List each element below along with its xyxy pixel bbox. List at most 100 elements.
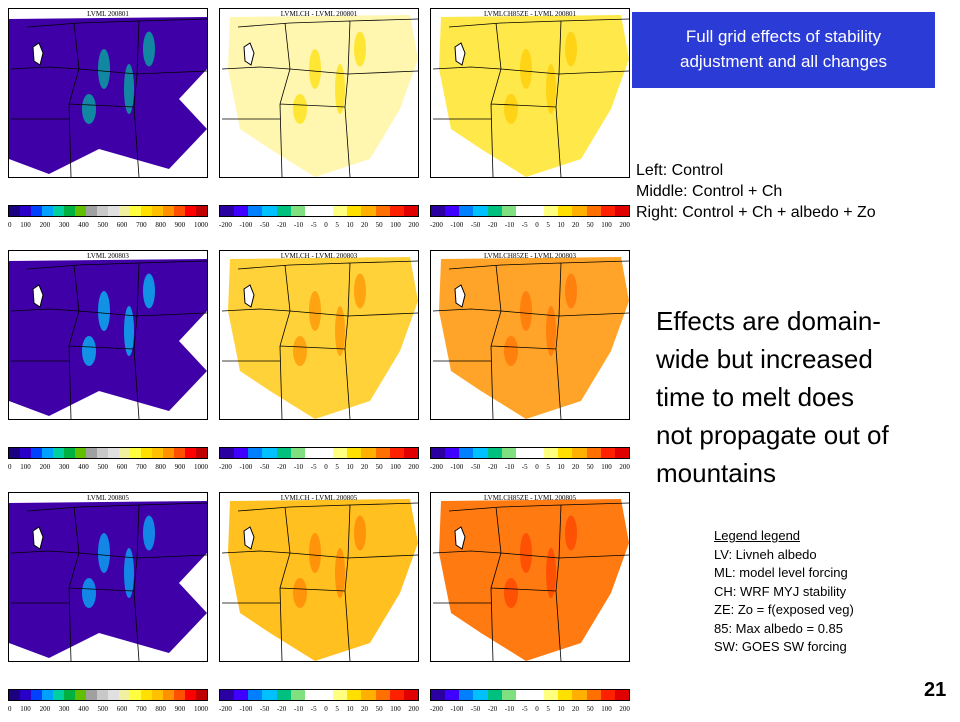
colorbar-tick-label: 100: [390, 463, 401, 471]
colorbar-swatch: [290, 448, 305, 458]
snow-field: [228, 15, 418, 177]
colorbar-swatch: [375, 206, 390, 216]
state-borders: [221, 18, 418, 177]
colorbar-swatch: [389, 448, 404, 458]
colorbar-tick-label: 200: [39, 705, 51, 713]
mountain-streak: [82, 94, 96, 124]
colorbar-tick-label: -20: [487, 463, 498, 471]
colorbar-swatch: [174, 206, 185, 216]
colorbar-swatch: [459, 690, 474, 700]
colorbar-tick-label: 5: [335, 463, 339, 471]
colorbar-swatch: [185, 206, 196, 216]
colorbar-swatch: [333, 206, 348, 216]
colorbar-swatch: [262, 690, 277, 700]
colorbar: [430, 205, 630, 217]
colorbar-tick-label: 700: [136, 705, 147, 713]
note-left: Left: Control: [636, 162, 724, 179]
colorbar-swatch: [64, 690, 75, 700]
colorbar-swatch: [459, 448, 474, 458]
mountain-streak: [546, 306, 556, 356]
colorbar-swatch: [174, 448, 185, 458]
colorbar-swatch: [586, 690, 601, 700]
colorbar-swatch: [515, 690, 530, 700]
colorbar-tick-label: -20: [276, 705, 287, 713]
colorbar-tick-label: 20: [361, 221, 369, 229]
colorbar-tick-label: 100: [601, 221, 612, 229]
colorbar-swatch: [558, 690, 573, 700]
lake-outline: [243, 42, 255, 66]
map-panel: LVMLCH - LVML 200803 -200 -100 -50 -20 -10 -5 0…: [219, 250, 419, 480]
snow-field: [439, 15, 629, 177]
colorbar-tick-label: 0: [324, 221, 328, 229]
mountain-streak: [354, 515, 366, 551]
colorbar: [8, 205, 208, 217]
colorbar-tick-label: -5: [521, 705, 528, 713]
colorbar-swatch: [586, 448, 601, 458]
colorbar-swatch: [445, 206, 460, 216]
colorbar-swatch: [431, 206, 446, 216]
colorbar-tick-label: -20: [487, 221, 498, 229]
colorbar-swatch: [529, 690, 545, 700]
colorbar-tick-label: 0: [535, 221, 539, 229]
colorbar-tick-label: 100: [601, 463, 612, 471]
colorbar-swatch: [318, 206, 334, 216]
snow-field: [439, 257, 629, 419]
colorbar-tick-label: 0: [324, 463, 328, 471]
colorbar-swatch: [196, 690, 207, 700]
colorbar-swatch: [53, 448, 64, 458]
colorbar-tick-label: 900: [174, 705, 186, 713]
colorbar-tick-label: 200: [39, 463, 51, 471]
colorbar-swatch: [196, 448, 207, 458]
map-image: LVMLCH - LVML 200801: [219, 8, 419, 178]
colorbar-swatch: [97, 206, 108, 216]
map-title: LVMLCH85ZE - LVML 200805: [484, 494, 576, 502]
colorbar-ticks: -200 -100 -50 -20 -10 -5 0 5 10 20 50 100 200: [219, 221, 419, 231]
colorbar-swatch: [220, 690, 235, 700]
colorbar-swatch: [86, 206, 97, 216]
state-borders: [432, 260, 629, 419]
colorbar-swatch: [86, 448, 97, 458]
map-title: LVMLCH - LVML 200803: [280, 252, 358, 260]
colorbar-swatch: [445, 690, 460, 700]
colorbar-swatch: [431, 690, 446, 700]
colorbar-tick-label: 10: [557, 705, 565, 713]
colorbar-swatch: [403, 690, 418, 700]
map-graphic: [431, 251, 629, 419]
colorbar-swatch: [600, 448, 615, 458]
colorbar-swatch: [501, 206, 516, 216]
colorbar-tick-label: -50: [259, 463, 270, 471]
colorbar-tick-label: 5: [546, 705, 550, 713]
colorbar-tick-label: 5: [335, 705, 339, 713]
panel-notes: Left: Control Middle: Control + Ch Right…: [636, 160, 876, 223]
state-borders: [221, 502, 418, 661]
map-title: LVMLCH - LVML 200805: [280, 494, 358, 502]
colorbar-swatch: [141, 690, 152, 700]
colorbar-swatch: [304, 448, 319, 458]
colorbar-swatch: [600, 690, 615, 700]
header-box: Full grid effects of stability adjustmen…: [632, 12, 935, 88]
colorbar-tick-label: 20: [361, 463, 369, 471]
map-panel: LVML 200803 0 100 200 300 400 500 600 700 800 900 1…: [8, 250, 208, 480]
colorbar-swatch: [572, 206, 587, 216]
colorbar-ticks: -200 -100 -50 -20 -10 -5 0 5 10 20 50 100 200: [430, 463, 630, 473]
colorbar-swatch: [572, 690, 587, 700]
state-borders: [10, 260, 207, 419]
note-right: Right: Control + Ch + albedo + Zo: [636, 204, 876, 221]
colorbar-tick-label: -50: [259, 705, 270, 713]
colorbar-tick-label: 600: [116, 463, 128, 471]
colorbar-swatch: [53, 690, 64, 700]
mountain-streak: [335, 64, 345, 114]
colorbar-swatch: [75, 206, 86, 216]
colorbar-ticks: 0 100 200 300 400 500 600 700 800 900 1000: [8, 221, 208, 231]
colorbar-swatch: [108, 448, 119, 458]
colorbar-swatch: [163, 448, 174, 458]
mountain-streak: [82, 336, 96, 366]
colorbar-tick-label: -100: [450, 705, 464, 713]
colorbar: [219, 205, 419, 217]
colorbar-swatch: [333, 448, 348, 458]
colorbar-tick-label: -200: [219, 221, 232, 229]
colorbar-swatch: [445, 448, 460, 458]
map-panel: LVML 200805 0 100 200 300 400 500 600 700 800 900 1…: [8, 492, 208, 722]
colorbar-tick-label: -100: [239, 463, 253, 471]
colorbar-tick-label: -100: [239, 705, 253, 713]
